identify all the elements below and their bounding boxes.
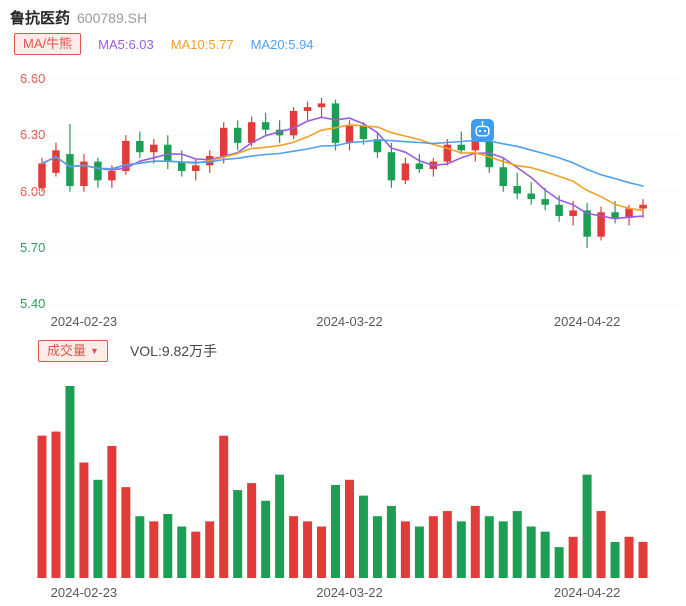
- date-label: 2024-04-22: [553, 314, 621, 329]
- ma-legend-row: MA/牛熊 MA5:6.03 MA10:5.77 MA20:5.94: [14, 33, 314, 55]
- header: 鲁抗医药 600789.SH: [10, 7, 147, 28]
- ma-mode-button[interactable]: MA/牛熊: [14, 33, 82, 55]
- ma20-legend: MA20:5.94: [250, 36, 314, 52]
- ma5-legend: MA5:6.03: [98, 36, 154, 52]
- ai-robot-marker-icon[interactable]: [470, 118, 495, 143]
- price-y-axis-label: 6.60: [20, 71, 46, 86]
- volume-chart[interactable]: [0, 370, 686, 582]
- price-y-axis-label: 5.40: [20, 296, 46, 312]
- date-label: 2024-04-22: [553, 585, 621, 600]
- volume-value: VOL:9.82万手: [129, 343, 218, 359]
- volume-selector-label: 成交量: [47, 343, 87, 358]
- ma10-legend: MA10:5.77: [170, 36, 234, 52]
- date-label: 2024-03-22: [316, 585, 383, 600]
- price-y-axis-label: 6.30: [20, 127, 46, 143]
- volume-header: 成交量 ▼ VOL:9.82万手: [38, 340, 217, 362]
- date-label: 2024-02-23: [50, 314, 118, 329]
- stock-name: 鲁抗医药: [10, 10, 71, 27]
- volume-selector-button[interactable]: 成交量 ▼: [38, 340, 108, 362]
- date-label: 2024-03-22: [316, 314, 383, 329]
- chevron-down-icon: ▼: [90, 346, 99, 356]
- candlestick-chart[interactable]: [0, 58, 686, 313]
- price-y-axis-label: 5.70: [20, 239, 46, 255]
- date-label: 2024-02-23: [50, 585, 118, 600]
- stock-code: 600789.SH: [77, 10, 148, 26]
